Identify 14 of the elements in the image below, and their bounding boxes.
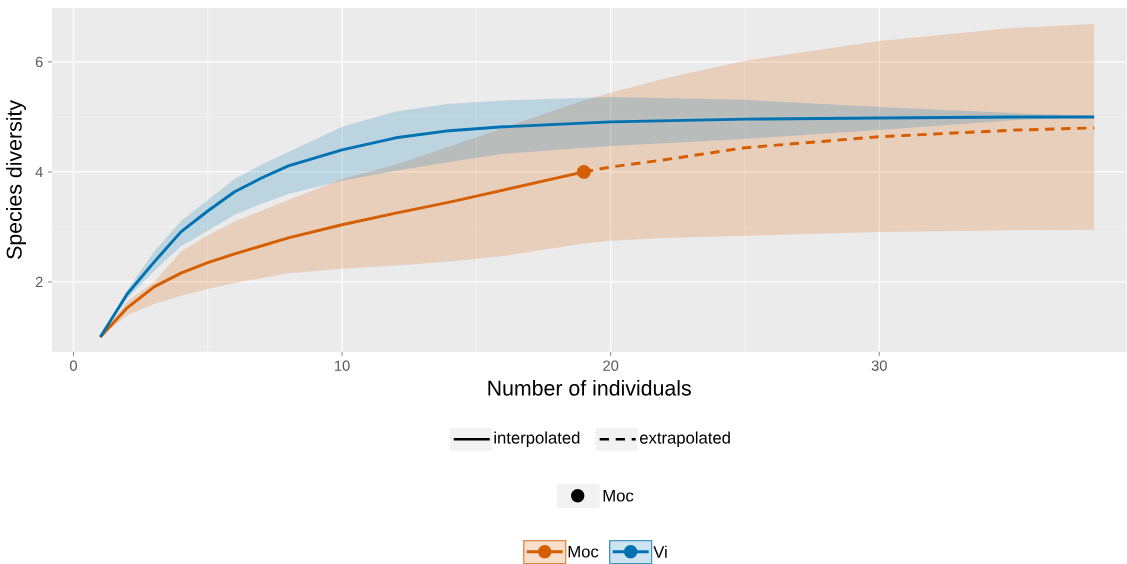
y-axis-title: Species diversity — [6, 99, 26, 259]
x-axis-title: Number of individuals — [488, 379, 691, 396]
y-tick-label: 4 — [35, 166, 43, 177]
text: Moc — [603, 489, 634, 502]
text: extrapolated — [639, 431, 730, 447]
text: interpolated — [494, 431, 580, 447]
legend-label: Moc — [568, 545, 599, 558]
x-tick-label: 10 — [335, 360, 350, 371]
x-tick-label: 0 — [69, 360, 77, 371]
y-tick-label: 6 — [35, 56, 43, 67]
x-tick-label: 20 — [603, 360, 619, 371]
x-tick-label: 30 — [871, 360, 887, 371]
legend-label: Vi — [653, 545, 667, 558]
y-tick-label: 2 — [35, 276, 43, 287]
